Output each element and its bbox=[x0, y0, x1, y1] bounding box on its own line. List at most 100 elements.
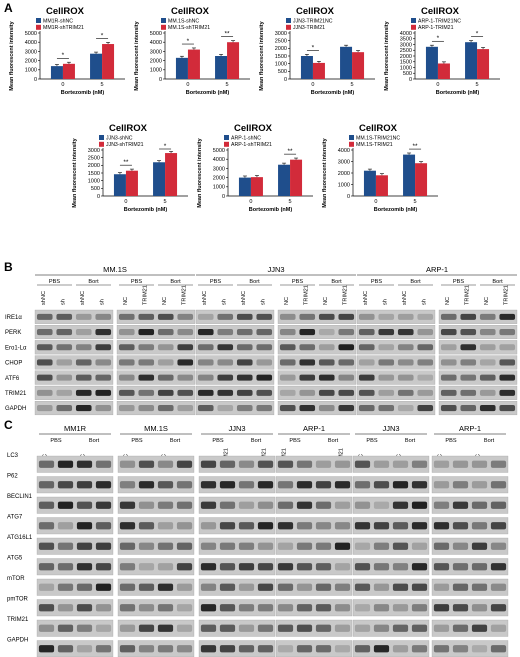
protein-band bbox=[176, 481, 193, 489]
protein-band bbox=[57, 604, 74, 612]
protein-band bbox=[217, 359, 234, 366]
blot-strip-LC3 bbox=[198, 455, 276, 473]
treatment-label: Bort bbox=[89, 438, 100, 444]
protein-band bbox=[95, 374, 112, 381]
significance-mark: * bbox=[476, 30, 479, 37]
chart-title: CellROX bbox=[234, 123, 273, 134]
blot-strip-pmTOR bbox=[431, 599, 509, 617]
blot-background bbox=[275, 640, 353, 657]
y-tick-label: 500 bbox=[403, 71, 412, 77]
protein-band bbox=[157, 624, 174, 632]
protein-band bbox=[392, 624, 409, 632]
blot-strip-GAPDH bbox=[277, 401, 357, 416]
row-label: mTOR bbox=[7, 576, 25, 582]
protein-band bbox=[76, 460, 93, 468]
y-tick-label: 2000 bbox=[338, 171, 350, 177]
blot-strip-TRIM21 bbox=[36, 619, 114, 637]
protein-band bbox=[354, 624, 371, 632]
protein-band bbox=[75, 389, 92, 396]
protein-band bbox=[177, 344, 194, 351]
blot-strip-P62 bbox=[198, 476, 276, 494]
protein-band bbox=[95, 313, 112, 320]
blot-background bbox=[352, 496, 430, 514]
protein-band bbox=[138, 374, 155, 381]
y-tick-label: 2000 bbox=[25, 59, 37, 65]
treatment-label: PBS bbox=[212, 438, 223, 444]
protein-band bbox=[452, 522, 469, 530]
protein-band bbox=[334, 542, 351, 550]
protein-band bbox=[157, 405, 174, 412]
protein-band bbox=[238, 522, 255, 530]
protein-band bbox=[219, 501, 236, 509]
blot-background bbox=[275, 517, 353, 535]
protein-band bbox=[440, 359, 457, 366]
protein-band bbox=[452, 624, 469, 632]
protein-band bbox=[378, 344, 395, 351]
blot-strip-ATG16L1 bbox=[275, 537, 353, 555]
protein-band bbox=[433, 501, 450, 509]
protein-band bbox=[238, 563, 255, 571]
protein-band bbox=[338, 405, 355, 412]
blot-background bbox=[431, 496, 509, 514]
protein-band bbox=[354, 522, 371, 530]
y-tick-label: 2000 bbox=[400, 54, 412, 60]
protein-band bbox=[411, 583, 428, 591]
blot-strip-ATF6 bbox=[356, 370, 436, 385]
protein-band bbox=[296, 563, 313, 571]
protein-band bbox=[36, 329, 53, 336]
blot-strip-PERK bbox=[356, 325, 436, 340]
protein-band bbox=[417, 405, 434, 412]
protein-band bbox=[95, 460, 112, 468]
blot-background bbox=[116, 370, 196, 385]
blot-strip-BECLIN1 bbox=[431, 496, 509, 514]
row-label: BECLIN1 bbox=[7, 494, 33, 500]
blot-strip-P62 bbox=[352, 476, 430, 494]
protein-band bbox=[397, 313, 414, 320]
protein-band bbox=[75, 329, 92, 336]
treatment-label: Bort bbox=[410, 279, 421, 285]
protein-band bbox=[95, 405, 112, 412]
y-tick-label: 1000 bbox=[338, 182, 350, 188]
protein-band bbox=[354, 481, 371, 489]
protein-band bbox=[157, 313, 174, 320]
blot-background bbox=[117, 578, 195, 596]
bar bbox=[102, 44, 115, 79]
blot-background bbox=[275, 455, 353, 473]
protein-band bbox=[238, 460, 255, 468]
y-tick-label: 4000 bbox=[400, 31, 412, 37]
lane-label: TRIM21 bbox=[342, 285, 348, 305]
protein-band bbox=[279, 389, 296, 396]
protein-band bbox=[138, 344, 155, 351]
protein-band bbox=[440, 405, 457, 412]
protein-band bbox=[95, 542, 112, 550]
protein-band bbox=[57, 624, 74, 632]
blot-background bbox=[34, 370, 114, 385]
protein-band bbox=[373, 583, 390, 591]
protein-band bbox=[119, 645, 136, 653]
protein-band bbox=[471, 542, 488, 550]
protein-band bbox=[238, 583, 255, 591]
legend-swatch bbox=[36, 18, 41, 23]
legend-label: MM.1S-shNC bbox=[168, 18, 199, 24]
protein-band bbox=[358, 359, 375, 366]
blot-strip-GAPDH bbox=[438, 401, 518, 416]
lane-label: TRIM21 bbox=[142, 285, 148, 305]
blot-strip-BECLIN1 bbox=[275, 496, 353, 514]
protein-band bbox=[138, 583, 155, 591]
bar bbox=[113, 174, 126, 196]
blot-background bbox=[431, 599, 509, 617]
blot-strip-ATG7 bbox=[198, 517, 276, 535]
blot-strip-LC3 bbox=[117, 455, 195, 473]
cell-line-label: MM.1S bbox=[103, 265, 127, 274]
protein-band bbox=[279, 374, 296, 381]
protein-band bbox=[299, 313, 316, 320]
protein-band bbox=[358, 389, 375, 396]
protein-band bbox=[176, 624, 193, 632]
legend-label: ARP-1-TRIM21NC bbox=[418, 18, 461, 24]
blot-strip-GAPDH bbox=[356, 401, 436, 416]
treatment-label: Bort bbox=[405, 438, 416, 444]
blot-background bbox=[277, 355, 357, 370]
protein-band bbox=[57, 522, 74, 530]
blot-background bbox=[352, 599, 430, 617]
